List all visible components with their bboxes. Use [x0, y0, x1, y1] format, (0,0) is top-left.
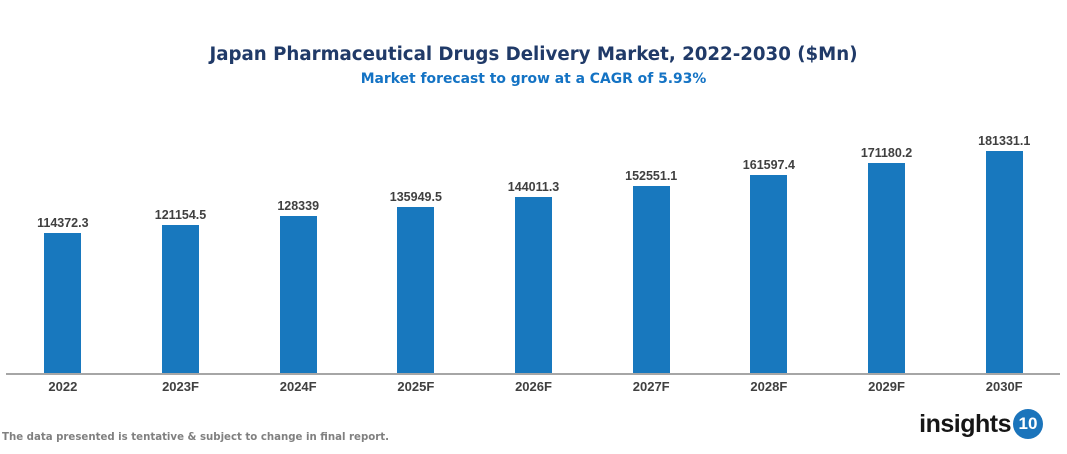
bar-column: 128339	[239, 128, 357, 373]
bar-value-label: 128339	[277, 198, 320, 213]
footer-note: The data presented is tentative & subjec…	[2, 432, 390, 443]
bar-value-label: 152551.1	[625, 169, 678, 184]
bar-column: 114372.3	[4, 128, 122, 373]
bar-value-label: 181331.1	[978, 133, 1031, 148]
bar-value-label: 135949.5	[389, 189, 442, 204]
bar-column: 171180.2	[828, 128, 946, 373]
x-axis-label: 2029F	[868, 379, 905, 394]
bar-value-label: 144011.3	[507, 179, 560, 194]
bar-column: 121154.5	[122, 128, 240, 373]
x-axis-label: 2022	[48, 379, 78, 394]
bar-value-label: 161597.4	[742, 158, 795, 172]
bar	[44, 232, 82, 373]
x-axis-label: 2027F	[632, 379, 670, 394]
x-axis-label: 2030F	[985, 379, 1023, 394]
bar-column: 144011.3	[475, 128, 593, 373]
bar-value-label: 114372.3	[37, 215, 89, 230]
bar	[162, 224, 199, 373]
bar-column: 152551.1	[592, 128, 710, 373]
bar-column: 161597.4	[710, 128, 828, 373]
bar	[279, 215, 317, 373]
x-axis-label: 2028F	[750, 379, 788, 394]
logo-badge: 10	[1013, 409, 1043, 439]
chart-subtitle: Market forecast to grow at a CAGR of 5.9…	[360, 71, 707, 87]
bar	[397, 206, 435, 373]
x-axis-label: 2023F	[162, 379, 199, 394]
bar	[515, 196, 553, 373]
bar	[632, 186, 670, 373]
bar-column: 135949.5	[357, 128, 475, 373]
x-axis-labels: 2022 2023F 2024F 2025F 2026F 2027F 2028F 2029F 2…	[4, 379, 1063, 394]
chart-title: Japan Pharmaceutical Drugs Delivery Mark…	[209, 43, 858, 65]
bar	[985, 150, 1023, 373]
bars-row: 114372.3 121154.5 128339 135949.5 144011.3 15…	[4, 128, 1063, 373]
x-axis-line	[6, 373, 1060, 375]
bar	[868, 163, 906, 373]
bar-value-label: 121154.5	[154, 207, 207, 222]
logo-text: insights	[919, 409, 1011, 438]
bar-value-label: 171180.2	[860, 146, 913, 161]
insights10-logo: insights 10	[919, 409, 1043, 439]
x-axis-label: 2024F	[279, 379, 317, 394]
x-axis-label: 2025F	[397, 379, 435, 394]
bar	[750, 175, 788, 373]
x-axis-label: 2026F	[515, 379, 552, 394]
bar-chart-plot: 114372.3 121154.5 128339 135949.5 144011.3 15…	[4, 128, 1063, 373]
bar-column: 181331.1	[945, 128, 1063, 373]
